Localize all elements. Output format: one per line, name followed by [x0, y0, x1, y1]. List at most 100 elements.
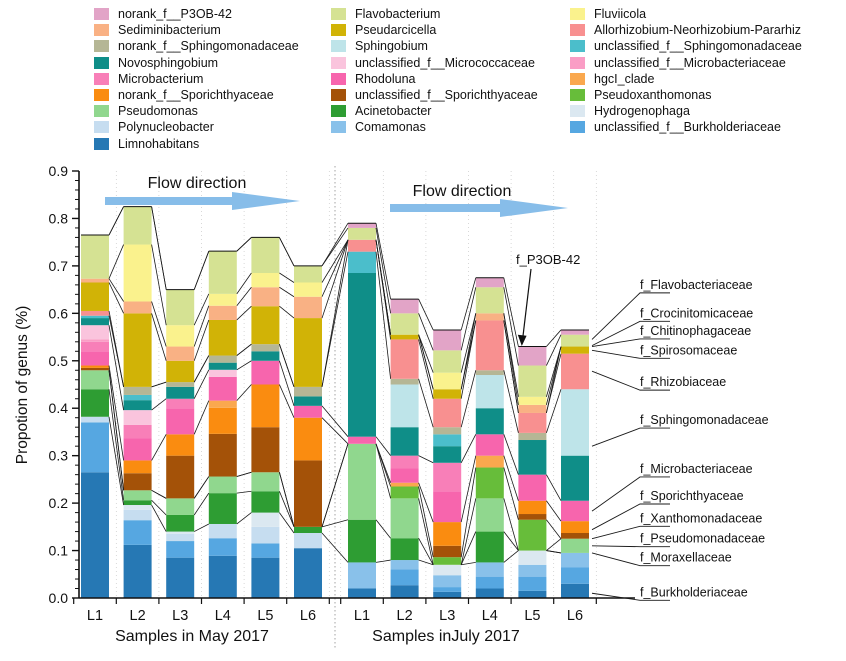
bar-segment-Allorhizobium-Neorhizobium-Pararhiz — [81, 310, 109, 316]
family-label: f_Xanthomonadaceae — [640, 511, 762, 525]
connector-line — [279, 344, 295, 388]
legend-swatch — [94, 105, 109, 118]
group-caption-july: Samples inJuly 2017 — [372, 628, 520, 645]
legend-swatch — [570, 24, 585, 37]
bar-segment-Flavobacterium — [390, 313, 419, 335]
bar-segment-Pseudarcicella — [433, 389, 462, 399]
bar-segment-Sediminibacterium — [208, 305, 237, 320]
bar-segment-Flavobacterium — [475, 287, 504, 314]
x-category-label: L3 — [172, 608, 188, 624]
p3ob42-annotation-arrow-line — [522, 268, 532, 337]
family-label: f_Spirosomaceae — [640, 343, 737, 357]
bar-segment-Flavobacterium — [251, 237, 280, 274]
connector-line — [418, 482, 434, 523]
legend-column: Fluviicola Allorhizobium-Neorhizobium-Par… — [570, 6, 846, 136]
y-tick-labels: 0.0 0.1 0.2 0.3 0.4 0.5 0.6 0.7 0.8 0.9 — [49, 163, 69, 606]
x-category-label: L5 — [524, 608, 540, 624]
family-label: f_Chitinophagaceae — [640, 324, 751, 338]
bar-segment-Fluviicola — [123, 244, 152, 302]
connector-line — [460, 467, 477, 558]
legend-item: Rhodoluna — [331, 71, 566, 87]
connector-line — [236, 384, 252, 401]
bar-segment-Rhodoluna — [518, 474, 547, 501]
connector-line — [108, 244, 124, 279]
bar-segment-Fluviicola — [251, 273, 280, 288]
bar-segment-Sediminibacterium — [518, 404, 547, 413]
connector-line — [151, 301, 167, 347]
bar-segment-unclassified_f__Burkholderiaceae — [81, 422, 109, 473]
connector-line — [279, 360, 295, 406]
legend-item: norank_f__P3OB-42 — [94, 6, 334, 22]
legend-swatch — [570, 121, 585, 134]
flow-direction-label-july: Flow direction — [413, 183, 512, 200]
bar-segment-unclassified_f__Burkholderiaceae — [251, 543, 280, 558]
connector-line — [108, 282, 124, 314]
legend-swatch — [570, 72, 585, 85]
connector-line — [418, 486, 434, 558]
legend-item: Limnohabitans — [94, 136, 334, 152]
bar-segment-Microbacterium — [166, 398, 195, 409]
bar-segment-unclassified_f__Sphingomonadaceae — [433, 434, 462, 447]
connector-line — [375, 519, 391, 539]
bar-segment-Limnohabitans — [475, 588, 504, 598]
bar-segment-hgcI_clade — [390, 482, 419, 487]
connector-line — [193, 492, 210, 516]
bar-segment-hgcI_clade — [475, 455, 504, 468]
family-label-leader — [591, 592, 670, 601]
family-label: f_Moraxellaceae — [640, 551, 732, 565]
bar-segment-Flavobacterium — [123, 206, 152, 245]
legend-label: hgcI_clade — [594, 71, 655, 86]
legend-label: Flavobacterium — [355, 7, 441, 22]
legend-swatch — [331, 89, 346, 102]
connector-line — [375, 227, 391, 314]
y-tick-label: 0.7 — [49, 258, 69, 274]
x-category-label: L6 — [300, 608, 316, 624]
bar-segment-unclassified_f__Sphingomonadaceae — [348, 251, 376, 274]
bar-segment-norank_f__Sphingomonadaceae — [433, 427, 462, 435]
bar-segment-Rhodoluna — [433, 491, 462, 523]
connector-line — [236, 305, 252, 321]
legend-item: norank_f__Sporichthyaceae — [94, 87, 334, 103]
bar-segment-Allorhizobium-Neorhizobium-Pararhiz — [561, 353, 589, 390]
bar-segment-Novosphingobium — [123, 400, 152, 411]
bar-segment-Flavobacterium — [518, 365, 547, 397]
connector-line — [460, 455, 477, 523]
bar-segment-Pseudomonas — [166, 498, 195, 515]
family-label: f_Sphingomonadaceae — [640, 413, 769, 427]
bar-segment-Fluviicola — [433, 372, 462, 390]
bar-segment-Novosphingobium — [294, 396, 322, 406]
legend-label: Microbacterium — [118, 71, 204, 86]
connector-line — [461, 562, 476, 566]
bar-segment-Limnohabitans — [81, 472, 109, 598]
bar-segment-norank_f__Sporichthyaceae — [208, 407, 237, 434]
connector-line — [151, 489, 167, 499]
legend-item: Novosphingobium — [94, 55, 334, 71]
y-tick-label: 0.4 — [49, 400, 69, 416]
bar-segment-Pseudomonas — [561, 538, 589, 553]
family-label-leader — [591, 503, 670, 531]
bar-segment-Novosphingobium — [475, 408, 504, 435]
connector-line — [279, 512, 295, 534]
bar-segment-Novosphingobium — [518, 440, 547, 475]
flow-direction-label-may: Flow direction — [148, 175, 247, 192]
bar-segment-Pseudomonas — [348, 443, 376, 520]
bars — [81, 206, 589, 598]
bar-segment-Sediminibacterium — [123, 301, 152, 314]
bar-segment-Acinetobacter — [348, 519, 376, 563]
family-label-leader — [591, 292, 670, 340]
bar-segment-Fluviicola — [208, 293, 237, 306]
x-category-label: L2 — [130, 608, 146, 624]
legend-label: Sediminibacterium — [118, 23, 221, 38]
bar-segment-Sediminibacterium — [81, 278, 109, 283]
bar-segment-Allorhizobium-Neorhizobium-Pararhiz — [518, 412, 547, 433]
connector-line — [321, 239, 349, 319]
bar-segment-Fluviicola — [294, 282, 322, 297]
connector-line — [151, 381, 167, 388]
bar-segment-Sphingobium — [561, 389, 589, 456]
bar-segment-Rhodoluna — [294, 405, 322, 418]
bar-segment-Pseudoxanthomonas — [475, 467, 504, 499]
connector-line — [193, 355, 210, 383]
bar-segment-norank_f__P3OB-42 — [475, 277, 504, 288]
bar-segment-Microbacterium — [81, 341, 109, 352]
